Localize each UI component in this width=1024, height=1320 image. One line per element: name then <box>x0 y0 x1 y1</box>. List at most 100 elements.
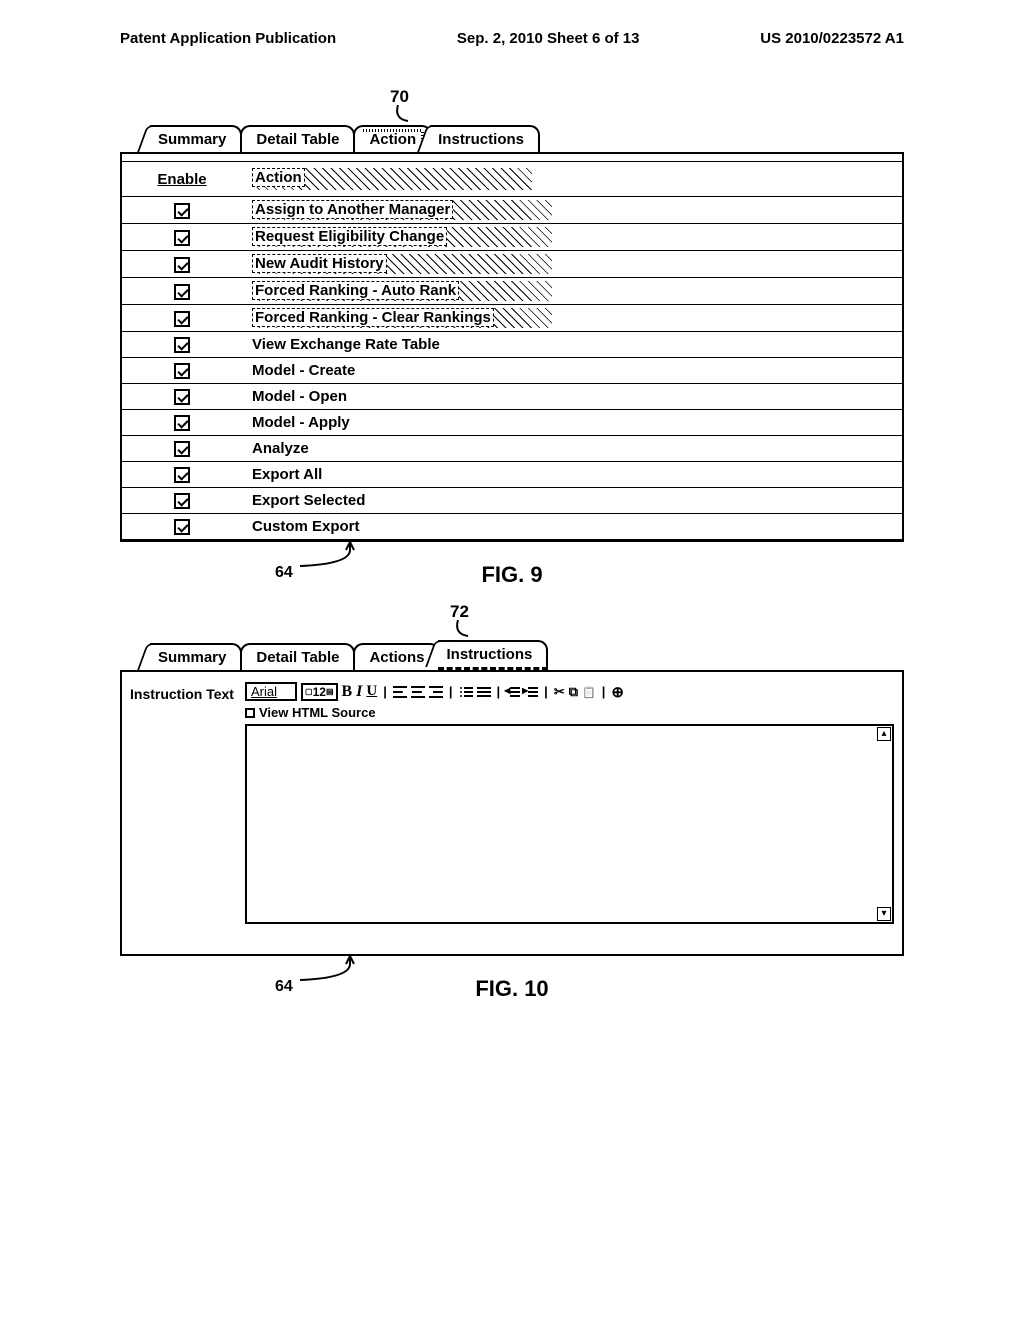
enable-checkbox[interactable] <box>174 203 190 219</box>
table-row: Export Selected <box>122 488 902 514</box>
editor-toolbar: Arial ▢12▤ B I U | | | | <box>245 682 894 701</box>
table-row: Model - Open <box>122 384 902 410</box>
enable-checkbox[interactable] <box>174 284 190 300</box>
view-html-source-row[interactable]: View HTML Source <box>245 703 894 724</box>
toolbar-sep: | <box>447 684 455 699</box>
ref-72-number: 72 <box>450 602 469 622</box>
col-action-label: Action <box>252 168 305 187</box>
action-cell: Assign to Another Manager <box>242 197 902 224</box>
enable-checkbox[interactable] <box>174 467 190 483</box>
enable-checkbox[interactable] <box>174 311 190 327</box>
numbered-list-icon[interactable] <box>459 686 473 698</box>
hyperlink-icon[interactable] <box>611 683 624 701</box>
action-table: Enable Action Assign to Another ManagerR… <box>122 162 902 540</box>
enable-cell <box>122 384 242 410</box>
ref-64-number-fig9: 64 <box>275 564 293 582</box>
col-action: Action <box>242 162 902 197</box>
rich-text-editor: Arial ▢12▤ B I U | | | | <box>245 682 894 924</box>
align-left-icon[interactable] <box>393 686 407 698</box>
fig10-tabs: Summary Detail Table Actions Instruction… <box>150 640 904 670</box>
align-right-icon[interactable] <box>429 686 443 698</box>
enable-checkbox[interactable] <box>174 415 190 431</box>
enable-cell <box>122 305 242 332</box>
copy-icon[interactable] <box>569 684 578 700</box>
bold-button[interactable]: B <box>342 683 353 701</box>
table-row: New Audit History <box>122 251 902 278</box>
action-cell: Model - Apply <box>242 410 902 436</box>
table-row: Forced Ranking - Clear Rankings <box>122 305 902 332</box>
fig9-caption: FIG. 9 <box>120 562 904 588</box>
action-cell: Export All <box>242 462 902 488</box>
enable-cell <box>122 410 242 436</box>
enable-checkbox[interactable] <box>174 257 190 273</box>
font-family-select[interactable]: Arial <box>245 682 297 701</box>
tab-action-label: Action <box>369 131 416 148</box>
bulleted-list-icon[interactable] <box>477 686 491 698</box>
toolbar-sep: | <box>600 684 608 699</box>
action-cell: New Audit History <box>242 251 902 278</box>
enable-checkbox[interactable] <box>174 519 190 535</box>
enable-cell <box>122 514 242 540</box>
align-center-icon[interactable] <box>411 686 425 698</box>
enable-cell <box>122 251 242 278</box>
toolbar-sep: | <box>495 684 503 699</box>
enable-checkbox[interactable] <box>174 389 190 405</box>
view-html-checkbox[interactable] <box>245 708 255 718</box>
ref-72-callout: 72 <box>120 602 904 640</box>
editor-textarea[interactable]: ▴ ▾ <box>245 724 894 924</box>
header-left: Patent Application Publication <box>120 30 336 47</box>
action-cell: Analyze <box>242 436 902 462</box>
enable-checkbox[interactable] <box>174 230 190 246</box>
fig10-caption: FIG. 10 <box>120 976 904 1002</box>
tab-instructions-10[interactable]: Instructions <box>438 640 548 670</box>
action-cell: Forced Ranking - Clear Rankings <box>242 305 902 332</box>
table-row: Forced Ranking - Auto Rank <box>122 278 902 305</box>
enable-cell <box>122 224 242 251</box>
patent-header: Patent Application Publication Sep. 2, 2… <box>0 0 1024 57</box>
tab-detail-table-10[interactable]: Detail Table <box>240 643 355 670</box>
tab-detail-table[interactable]: Detail Table <box>240 125 355 152</box>
action-label: Forced Ranking - Clear Rankings <box>252 308 494 327</box>
outdent-icon[interactable] <box>506 686 520 698</box>
tab-summary[interactable]: Summary <box>150 125 242 152</box>
action-cell: Model - Open <box>242 384 902 410</box>
table-row: Export All <box>122 462 902 488</box>
table-row: Custom Export <box>122 514 902 540</box>
table-row: Assign to Another Manager <box>122 197 902 224</box>
table-row: Model - Apply <box>122 410 902 436</box>
enable-checkbox[interactable] <box>174 363 190 379</box>
ref-70-number: 70 <box>390 87 409 107</box>
enable-cell <box>122 358 242 384</box>
tab-summary-10[interactable]: Summary <box>150 643 242 670</box>
font-size-select[interactable]: ▢12▤ <box>301 683 337 701</box>
enable-checkbox[interactable] <box>174 441 190 457</box>
ref-64-number-fig10: 64 <box>275 978 293 996</box>
indent-icon[interactable] <box>524 686 538 698</box>
action-cell: Export Selected <box>242 488 902 514</box>
action-label: Assign to Another Manager <box>252 200 453 219</box>
enable-checkbox[interactable] <box>174 337 190 353</box>
fig10-panel: Instruction Text Arial ▢12▤ B I U | | | <box>120 670 904 956</box>
paste-icon[interactable] <box>582 684 596 699</box>
scroll-up-icon[interactable]: ▴ <box>877 727 891 741</box>
enable-cell <box>122 197 242 224</box>
action-cell: Custom Export <box>242 514 902 540</box>
enable-cell <box>122 462 242 488</box>
enable-checkbox[interactable] <box>174 493 190 509</box>
scroll-down-icon[interactable]: ▾ <box>877 907 891 921</box>
table-row: View Exchange Rate Table <box>122 332 902 358</box>
instruction-text-label: Instruction Text <box>130 682 245 924</box>
ref-70-callout: 70 <box>120 87 904 125</box>
underline-button[interactable]: U <box>366 683 377 700</box>
action-cell: Model - Create <box>242 358 902 384</box>
ref-70-pointer <box>396 105 416 125</box>
action-cell: Forced Ranking - Auto Rank <box>242 278 902 305</box>
action-cell: Request Eligibility Change <box>242 224 902 251</box>
action-label: New Audit History <box>252 254 387 273</box>
action-cell: View Exchange Rate Table <box>242 332 902 358</box>
italic-button[interactable]: I <box>356 683 362 701</box>
ref-64-pointer-fig10 <box>290 956 370 986</box>
action-label: Forced Ranking - Auto Rank <box>252 281 459 300</box>
cut-icon[interactable] <box>554 684 565 700</box>
tab-instructions[interactable]: Instructions <box>430 125 540 152</box>
